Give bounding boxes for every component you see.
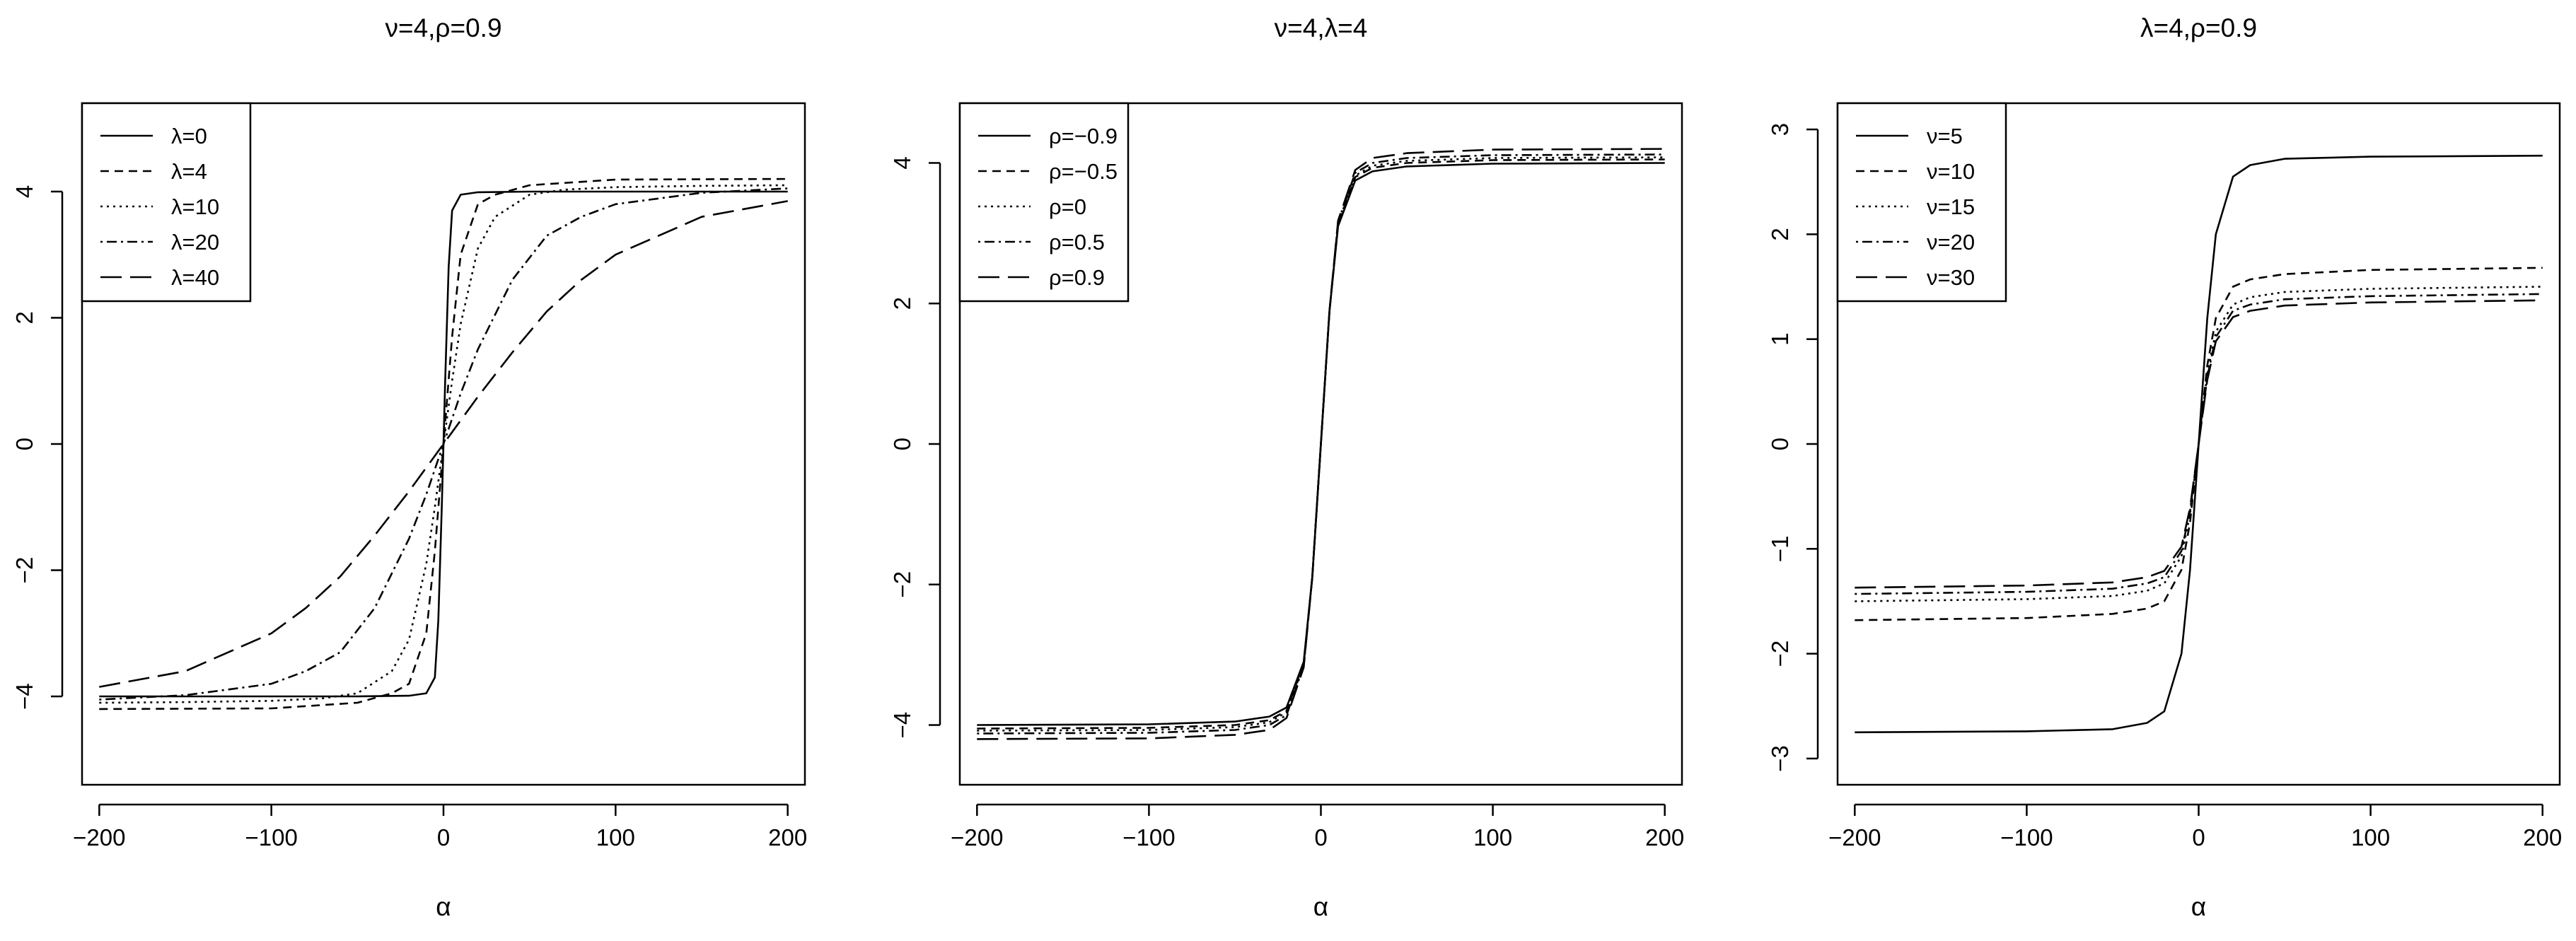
- x-tick-label: 200: [768, 824, 807, 851]
- legend-entry: λ=10: [171, 194, 219, 219]
- legend-entry: ρ=0.5: [1049, 230, 1105, 255]
- legend-entry: ν=30: [1927, 265, 1975, 290]
- legend-entry: ρ=−0.9: [1049, 124, 1118, 148]
- panel-2: ν=4,λ=4−200 −100 0 100 200α−4−2024ρ=−0.9ρ=−0…: [889, 13, 1684, 921]
- series-line-5: [99, 200, 788, 688]
- panel-title: ν=4,λ=4: [1275, 13, 1368, 42]
- y-tick-label: −2: [889, 571, 915, 598]
- x-tick-label: 200: [2523, 824, 2562, 851]
- y-tick-label: 0: [11, 438, 37, 450]
- y-tick-label: 0: [889, 438, 915, 450]
- y-tick-label: 4: [11, 185, 37, 198]
- x-tick-label: 100: [2351, 824, 2390, 851]
- legend: λ=0 λ=4 λ=10 λ=20 λ=40: [81, 102, 252, 303]
- x-tick-label: 0: [437, 824, 450, 851]
- y-tick-label: 3: [1767, 123, 1793, 136]
- x-tick-label: 100: [1473, 824, 1512, 851]
- panel-1: ν=4,ρ=0.9−200 −100 0 100 200α−4−2024λ=0λ=4λ=…: [11, 13, 807, 921]
- legend-entry: ν=5: [1927, 124, 1963, 148]
- legend-entry: λ=4: [171, 159, 207, 184]
- legend-entry: ν=15: [1927, 194, 1975, 219]
- x-tick-label: −100: [2000, 824, 2053, 851]
- series-line-3: [99, 184, 788, 704]
- y-tick-label: −2: [1767, 641, 1793, 667]
- legend-box: [1836, 102, 2007, 303]
- legend-entry: λ=40: [171, 265, 219, 290]
- y-tick-label: 0: [1767, 438, 1793, 450]
- plot-frame: [958, 102, 1683, 786]
- legend-entry: ν=10: [1927, 159, 1975, 184]
- x-tick-label: −100: [1122, 824, 1175, 851]
- legend-entry: λ=0: [171, 124, 207, 148]
- y-tick-label: −3: [1767, 745, 1793, 772]
- x-axis-label: α: [2191, 892, 2206, 921]
- x-tick-label: −200: [73, 824, 125, 851]
- y-tick-label: 4: [889, 156, 915, 169]
- panel-title: ν=4,ρ=0.9: [385, 13, 501, 42]
- legend-box: [81, 102, 252, 303]
- x-tick-label: −200: [1828, 824, 1881, 851]
- series-line-4: [99, 187, 788, 701]
- plot-frame: [81, 102, 806, 786]
- y-tick-label: 1: [1767, 333, 1793, 346]
- y-tick-label: 2: [1767, 228, 1793, 240]
- x-axis-label: α: [436, 892, 451, 921]
- plot-frame: [1836, 102, 2561, 786]
- x-tick-label: 200: [1645, 824, 1684, 851]
- y-tick-label: −4: [11, 683, 37, 710]
- y-tick-label: −1: [1767, 535, 1793, 562]
- series-line-5: [1855, 299, 2543, 589]
- y-tick-label: 2: [11, 311, 37, 324]
- series-line-3: [1855, 286, 2543, 602]
- x-tick-label: −200: [951, 824, 1003, 851]
- series-line-5: [977, 148, 1665, 740]
- legend-entry: ρ=0.9: [1049, 265, 1105, 290]
- x-tick-label: 0: [2192, 824, 2205, 851]
- series-line-2: [1855, 267, 2543, 621]
- legend-entry: ρ=−0.5: [1049, 159, 1118, 184]
- x-tick-label: 0: [1314, 824, 1327, 851]
- y-tick-label: −2: [11, 557, 37, 584]
- x-axis-label: α: [1313, 892, 1328, 921]
- legend-entry: λ=20: [171, 230, 219, 255]
- legend: ν=5 ν=10 ν=15 ν=20 ν=30: [1836, 102, 2007, 303]
- series-line-4: [977, 153, 1665, 735]
- panel-title: λ=4,ρ=0.9: [2140, 13, 2257, 42]
- y-tick-label: −4: [889, 712, 915, 739]
- y-tick-label: 2: [889, 297, 915, 310]
- series-group: [1855, 154, 2543, 734]
- series-group: [977, 148, 1665, 740]
- x-tick-label: −100: [245, 824, 297, 851]
- x-tick-label: 100: [596, 824, 635, 851]
- series-group: [99, 177, 788, 711]
- legend-entry: ρ=0: [1049, 194, 1086, 219]
- legend: ρ=−0.9 ρ=−0.5 ρ=0 ρ=0.5 ρ=0.9: [958, 102, 1130, 303]
- legend-entry: ν=20: [1927, 230, 1975, 255]
